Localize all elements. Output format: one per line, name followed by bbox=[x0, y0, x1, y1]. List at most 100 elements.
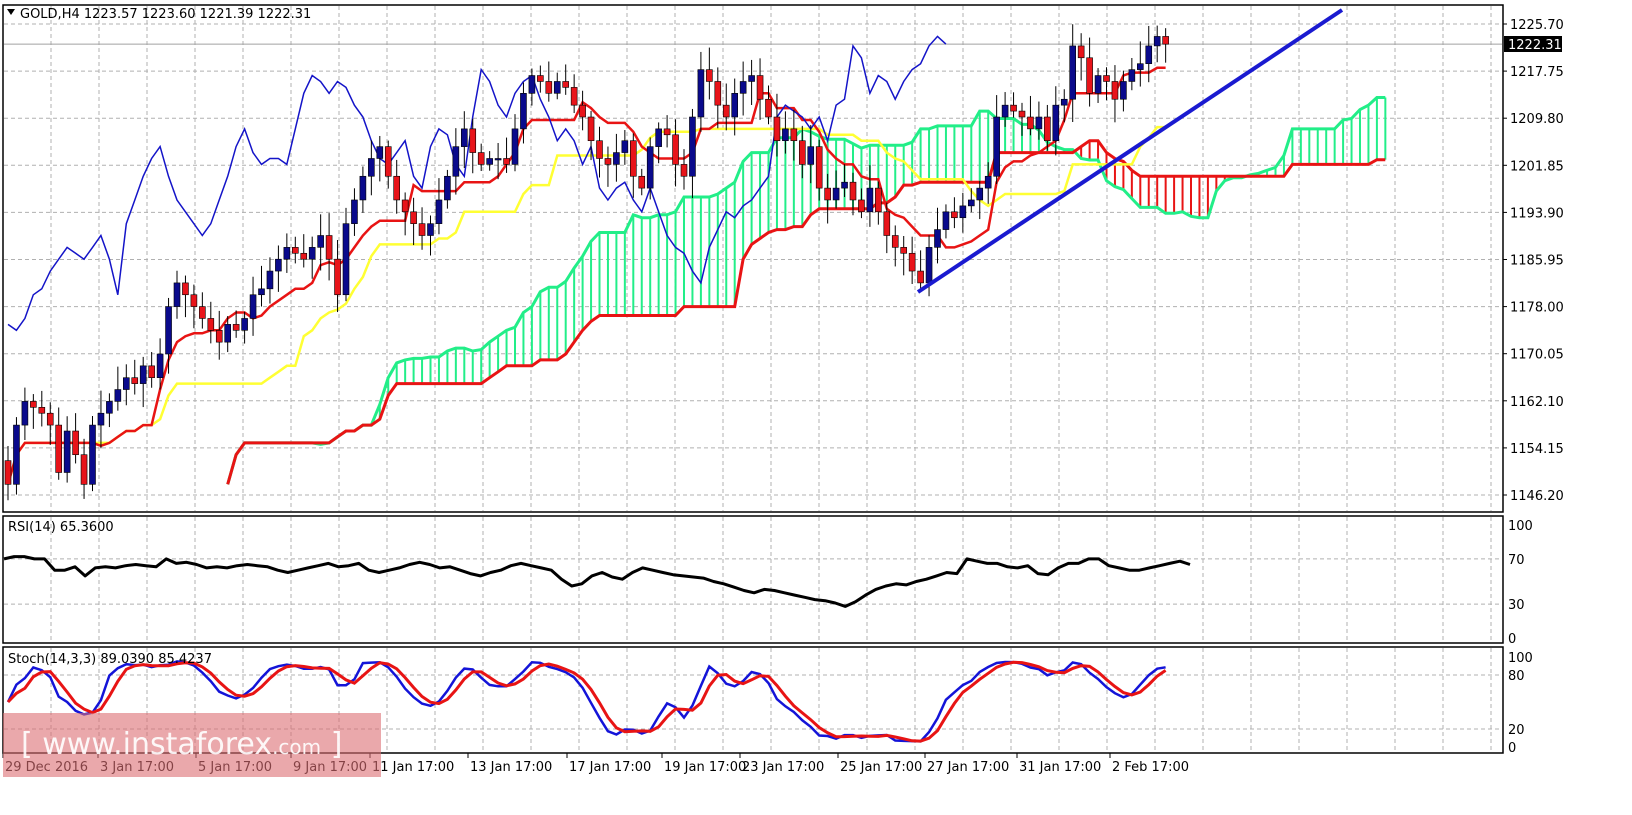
candle[interactable] bbox=[553, 72, 561, 100]
candle[interactable] bbox=[308, 236, 316, 279]
candle[interactable] bbox=[165, 297, 172, 374]
candle[interactable] bbox=[790, 109, 798, 161]
candle[interactable] bbox=[199, 292, 206, 329]
candle[interactable] bbox=[689, 108, 696, 199]
candle[interactable] bbox=[891, 225, 899, 267]
candle[interactable] bbox=[1044, 104, 1051, 151]
candle[interactable] bbox=[452, 128, 460, 195]
candle[interactable] bbox=[139, 356, 147, 408]
candle[interactable] bbox=[1060, 89, 1068, 123]
candle[interactable] bbox=[866, 165, 874, 227]
candle[interactable] bbox=[435, 178, 443, 235]
candle[interactable] bbox=[883, 202, 891, 254]
candle[interactable] bbox=[13, 417, 20, 495]
candle[interactable] bbox=[841, 164, 848, 198]
candle[interactable] bbox=[1052, 86, 1060, 156]
candle[interactable] bbox=[1120, 70, 1127, 112]
candle[interactable] bbox=[410, 197, 417, 246]
candle[interactable] bbox=[182, 275, 189, 318]
candle[interactable] bbox=[72, 413, 79, 464]
candle[interactable] bbox=[807, 125, 815, 184]
candle[interactable] bbox=[976, 181, 984, 220]
candle[interactable] bbox=[596, 126, 603, 178]
candle[interactable] bbox=[579, 90, 586, 131]
candle[interactable] bbox=[190, 284, 198, 329]
candle[interactable] bbox=[300, 234, 308, 268]
candle[interactable] bbox=[503, 137, 510, 173]
candle[interactable] bbox=[148, 351, 155, 388]
candle[interactable] bbox=[1162, 28, 1169, 63]
candle[interactable] bbox=[756, 58, 764, 120]
candle[interactable] bbox=[629, 133, 637, 198]
candle[interactable] bbox=[55, 407, 63, 480]
candle[interactable] bbox=[266, 257, 274, 304]
candle[interactable] bbox=[1010, 92, 1017, 118]
candle[interactable] bbox=[359, 166, 367, 213]
candle[interactable] bbox=[334, 239, 341, 313]
symbol-header[interactable]: GOLD,H4 1223.57 1223.60 1221.39 1222.31 bbox=[7, 7, 311, 22]
candle[interactable] bbox=[89, 416, 96, 492]
candle[interactable] bbox=[1077, 33, 1085, 81]
candle[interactable] bbox=[131, 359, 139, 395]
candle[interactable] bbox=[731, 78, 739, 136]
candle[interactable] bbox=[477, 143, 485, 172]
candle[interactable] bbox=[908, 236, 916, 285]
candle[interactable] bbox=[376, 135, 384, 182]
collapse-triangle-icon[interactable] bbox=[7, 9, 15, 15]
candle[interactable] bbox=[663, 115, 671, 148]
candle[interactable] bbox=[106, 393, 113, 428]
candle[interactable] bbox=[1103, 67, 1110, 101]
candle[interactable] bbox=[1027, 95, 1034, 136]
candle[interactable] bbox=[1145, 25, 1153, 83]
candle[interactable] bbox=[291, 236, 299, 264]
candle[interactable] bbox=[97, 390, 105, 449]
candle[interactable] bbox=[1137, 41, 1144, 87]
candle[interactable] bbox=[1153, 25, 1161, 63]
candle[interactable] bbox=[706, 47, 713, 100]
candles[interactable] bbox=[4, 24, 1169, 501]
candle[interactable] bbox=[444, 169, 451, 209]
candle[interactable] bbox=[562, 64, 570, 95]
candle[interactable] bbox=[604, 146, 612, 187]
candle[interactable] bbox=[765, 85, 772, 125]
candle[interactable] bbox=[613, 133, 620, 182]
candle[interactable] bbox=[900, 236, 908, 276]
candle[interactable] bbox=[368, 140, 375, 196]
candle[interactable] bbox=[697, 51, 705, 132]
trendline[interactable] bbox=[916, 8, 1344, 294]
candle[interactable] bbox=[384, 140, 392, 189]
candle[interactable] bbox=[317, 214, 324, 271]
candle[interactable] bbox=[30, 394, 37, 429]
candle[interactable] bbox=[1001, 92, 1009, 127]
candle[interactable] bbox=[427, 215, 434, 256]
candle[interactable] bbox=[672, 119, 679, 187]
candle[interactable] bbox=[46, 402, 54, 445]
candle[interactable] bbox=[63, 416, 71, 483]
candle[interactable] bbox=[537, 65, 544, 93]
candle[interactable] bbox=[638, 168, 646, 196]
candle[interactable] bbox=[80, 438, 88, 499]
candle[interactable] bbox=[123, 364, 130, 406]
candle[interactable] bbox=[224, 316, 231, 353]
candle[interactable] bbox=[249, 276, 257, 336]
candle[interactable] bbox=[393, 159, 401, 214]
candle[interactable] bbox=[342, 207, 350, 302]
candle[interactable] bbox=[401, 192, 409, 236]
candle[interactable] bbox=[951, 197, 958, 229]
candle[interactable] bbox=[798, 125, 806, 179]
candle[interactable] bbox=[959, 192, 967, 233]
candle[interactable] bbox=[528, 68, 536, 106]
candle[interactable] bbox=[1086, 37, 1093, 107]
candle[interactable] bbox=[469, 118, 477, 174]
candle[interactable] bbox=[967, 188, 975, 213]
candle[interactable] bbox=[655, 122, 662, 164]
candle[interactable] bbox=[849, 172, 857, 216]
candle[interactable] bbox=[587, 110, 595, 161]
candle[interactable] bbox=[570, 74, 578, 114]
candle[interactable] bbox=[207, 301, 215, 344]
candle[interactable] bbox=[283, 233, 291, 273]
candle[interactable] bbox=[275, 245, 282, 292]
candle[interactable] bbox=[917, 250, 924, 292]
